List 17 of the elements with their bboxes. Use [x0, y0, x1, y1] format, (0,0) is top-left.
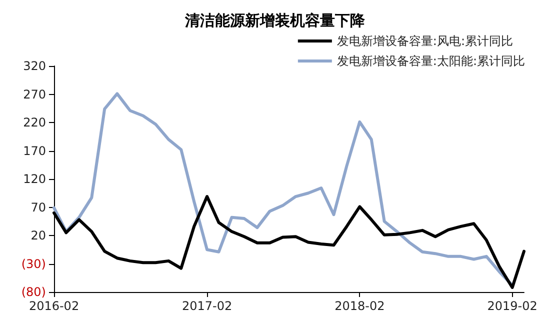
y-tick-label: 70: [30, 200, 46, 214]
y-tick-label: 270: [23, 87, 46, 102]
chart-title: 清洁能源新增装机容量下降: [184, 12, 366, 30]
x-tick-label: 2019-02: [487, 299, 538, 313]
y-tick-label: (80): [21, 285, 46, 299]
y-tick-label: (30): [21, 256, 46, 271]
y-tick-label: 220: [23, 116, 46, 130]
y-tick-label: 20: [30, 228, 46, 242]
x-tick-label: 2018-02: [334, 299, 385, 313]
x-tick-label: 2017-02: [182, 299, 232, 313]
y-tick-label: 120: [23, 172, 46, 186]
y-tick-label: 320: [23, 59, 46, 73]
legend-label: 发电新增设备容量:太阳能:累计同比: [336, 54, 526, 68]
y-tick-label: 170: [23, 144, 46, 158]
line-series: [52, 92, 514, 287]
legend-label: 发电新增设备容量:风电:累计同比: [336, 34, 514, 48]
x-tick-label: 2016-02: [28, 299, 80, 313]
